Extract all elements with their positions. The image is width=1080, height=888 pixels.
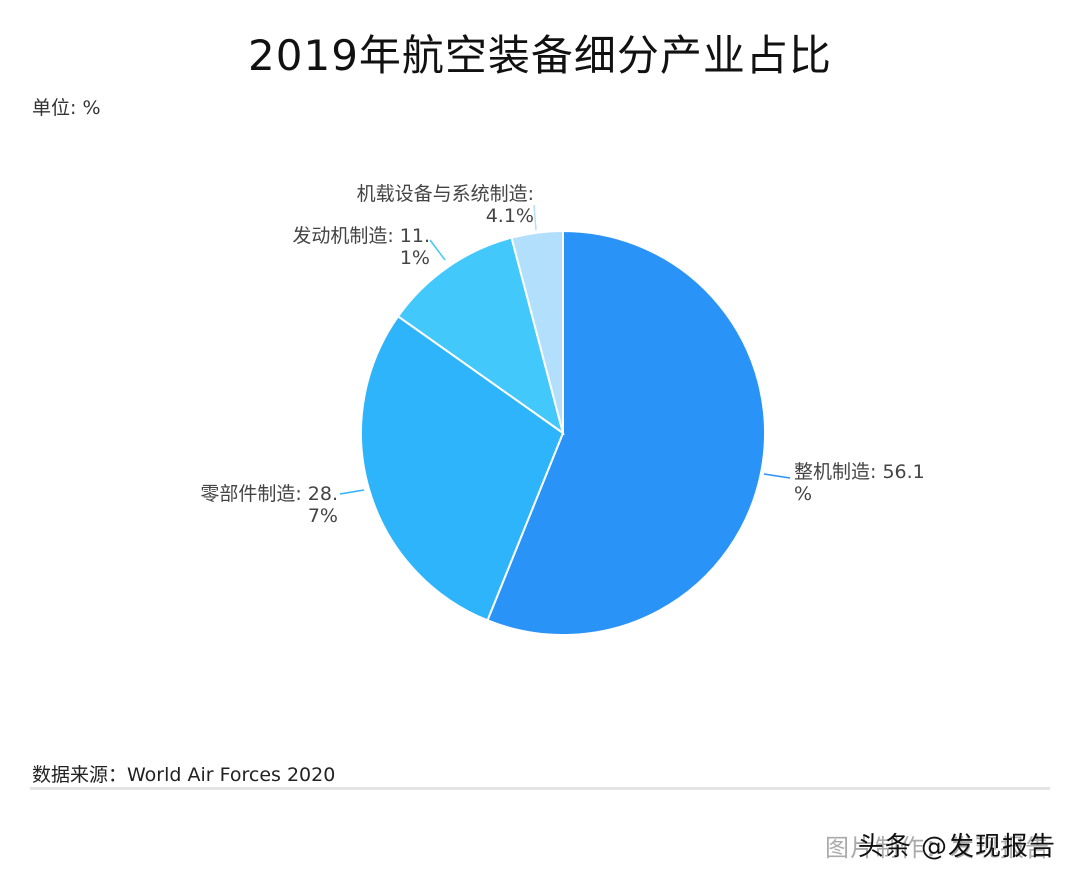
divider (30, 787, 1050, 790)
slice-label-zhengji: 整机制造: 56.1 % (794, 461, 925, 505)
svg-text:%: % (794, 483, 812, 505)
svg-text:1%: 1% (400, 247, 430, 269)
unit-label: 单位: % (32, 97, 101, 119)
pie-slices (360, 229, 766, 636)
data-source: 数据来源：World Air Forces 2020 (32, 764, 336, 786)
leader-line-fadongji (429, 239, 446, 261)
leader-line-jizai (533, 204, 537, 231)
leader-line-lingbujian (339, 489, 365, 495)
slice-fadongji (396, 236, 565, 436)
slice-label-lingbujian: 零部件制造: 28. 7% (200, 483, 338, 527)
watermark: 头条 @发现报告 (857, 832, 1056, 862)
leader-lines (339, 204, 791, 495)
slice-label-jizai: 机载设备与系统制造: 4.1% (357, 183, 534, 227)
svg-text:4.1%: 4.1% (486, 205, 534, 227)
chart-title: 2019年航空装备细分产业占比 (248, 31, 832, 80)
svg-text:发动机制造: 11.: 发动机制造: 11. (292, 225, 430, 247)
slice-label-fadongji: 发动机制造: 11. 1% (292, 225, 430, 269)
svg-text:7%: 7% (308, 505, 338, 527)
svg-text:整机制造: 56.1: 整机制造: 56.1 (794, 461, 925, 483)
svg-text:零部件制造: 28.: 零部件制造: 28. (200, 483, 338, 505)
slice-lingbujian (360, 314, 565, 622)
leader-line-zhengji (763, 473, 791, 479)
svg-text:机载设备与系统制造:: 机载设备与系统制造: (357, 183, 534, 205)
slice-zhengji (486, 229, 766, 636)
watermark-credit: 图片制作：发现报告 (825, 834, 1050, 862)
slice-jizai (510, 229, 564, 434)
